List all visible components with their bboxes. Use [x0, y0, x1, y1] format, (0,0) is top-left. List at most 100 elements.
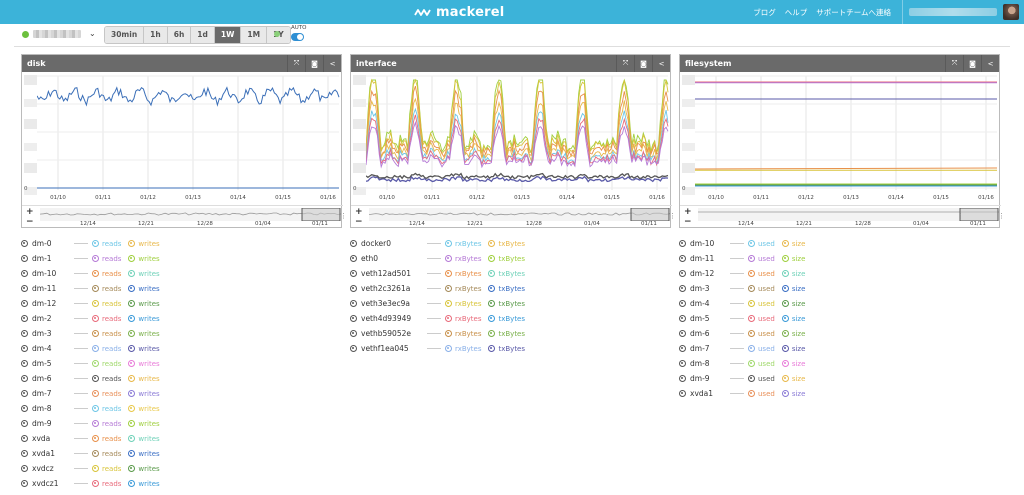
legend-row[interactable]: dm-3 reads writes: [21, 326, 167, 341]
legend-series-toggle[interactable]: reads: [92, 450, 121, 458]
toggle-all-icon[interactable]: [21, 375, 28, 382]
toggle-all-icon[interactable]: [21, 405, 28, 412]
legend-series-toggle[interactable]: writes: [128, 390, 160, 398]
legend-row[interactable]: xvdcz1 reads writes: [21, 476, 167, 491]
toggle-all-icon[interactable]: [21, 345, 28, 352]
legend-series-toggle[interactable]: txBytes: [488, 285, 525, 293]
legend-series-toggle[interactable]: reads: [92, 300, 121, 308]
camera-icon[interactable]: ◙: [963, 55, 981, 72]
toggle-all-icon[interactable]: [679, 255, 686, 262]
legend-series-toggle[interactable]: writes: [128, 405, 160, 413]
legend-series-toggle[interactable]: reads: [92, 315, 121, 323]
nav-blog-link[interactable]: ブログ: [753, 7, 776, 17]
legend-series-toggle[interactable]: used: [748, 330, 775, 338]
range-navigator[interactable]: + − ⋮ ⋮ 12/14 12/21 12/28 01/04 01/11: [22, 205, 347, 229]
range-button-30min[interactable]: 30min: [105, 27, 145, 43]
toggle-all-icon[interactable]: [679, 285, 686, 292]
camera-icon[interactable]: ◙: [634, 55, 652, 72]
avatar[interactable]: [1003, 4, 1019, 20]
host-name-redacted[interactable]: [33, 30, 81, 38]
legend-series-toggle[interactable]: reads: [92, 270, 121, 278]
toggle-all-icon[interactable]: [679, 345, 686, 352]
legend-row[interactable]: veth2c3261a rxBytes txBytes: [350, 281, 532, 296]
legend-series-toggle[interactable]: rxBytes: [445, 345, 481, 353]
legend-series-toggle[interactable]: used: [748, 285, 775, 293]
chart-plot-area[interactable]: [22, 72, 341, 195]
toggle-all-icon[interactable]: [679, 375, 686, 382]
zoom-in-button[interactable]: +: [355, 207, 363, 217]
legend-series-toggle[interactable]: txBytes: [488, 240, 525, 248]
range-button-1h[interactable]: 1h: [144, 27, 168, 43]
toggle-all-icon[interactable]: [21, 300, 28, 307]
legend-row[interactable]: dm-6 used size: [679, 326, 812, 341]
legend-series-toggle[interactable]: rxBytes: [445, 270, 481, 278]
legend-series-toggle[interactable]: reads: [92, 480, 121, 488]
legend-row[interactable]: veth3e3ec9a rxBytes txBytes: [350, 296, 532, 311]
expand-icon[interactable]: ⤧: [616, 55, 634, 72]
legend-row[interactable]: dm-4 used size: [679, 296, 812, 311]
legend-series-toggle[interactable]: reads: [92, 330, 121, 338]
navigator-selection[interactable]: [630, 208, 670, 221]
navigator-selection[interactable]: [959, 208, 999, 221]
legend-series-toggle[interactable]: size: [781, 360, 805, 368]
legend-row[interactable]: veth4d93949 rxBytes txBytes: [350, 311, 532, 326]
toggle-all-icon[interactable]: [21, 360, 28, 367]
toggle-all-icon[interactable]: [21, 330, 28, 337]
legend-row[interactable]: dm-11 reads writes: [21, 281, 167, 296]
legend-series-toggle[interactable]: writes: [128, 315, 160, 323]
legend-row[interactable]: xvda1 reads writes: [21, 446, 167, 461]
legend-row[interactable]: dm-0 reads writes: [21, 236, 167, 251]
legend-series-toggle[interactable]: used: [748, 390, 775, 398]
legend-series-toggle[interactable]: reads: [92, 345, 121, 353]
legend-series-toggle[interactable]: writes: [128, 480, 160, 488]
zoom-out-button[interactable]: −: [684, 217, 692, 227]
legend-row[interactable]: dm-4 reads writes: [21, 341, 167, 356]
camera-icon[interactable]: ◙: [305, 55, 323, 72]
legend-series-toggle[interactable]: size: [781, 240, 805, 248]
navigator-handle-left[interactable]: ⋮: [628, 212, 635, 220]
legend-series-toggle[interactable]: writes: [128, 330, 160, 338]
legend-row[interactable]: veth12ad501 rxBytes txBytes: [350, 266, 532, 281]
legend-row[interactable]: dm-12 reads writes: [21, 296, 167, 311]
legend-series-toggle[interactable]: writes: [128, 270, 160, 278]
legend-series-toggle[interactable]: reads: [92, 390, 121, 398]
navigator-overview[interactable]: [369, 208, 670, 221]
toggle-all-icon[interactable]: [21, 255, 28, 262]
range-navigator[interactable]: + − ⋮ ⋮ 12/14 12/21 12/28 01/04 01/11: [351, 205, 676, 229]
toggle-all-icon[interactable]: [21, 450, 28, 457]
navigator-handle-right[interactable]: ⋮: [998, 212, 1005, 220]
toggle-all-icon[interactable]: [21, 420, 28, 427]
legend-series-toggle[interactable]: used: [748, 300, 775, 308]
legend-series-toggle[interactable]: reads: [92, 255, 121, 263]
toggle-all-icon[interactable]: [21, 435, 28, 442]
navigator-selection[interactable]: [301, 208, 341, 221]
toggle-all-icon[interactable]: [350, 330, 357, 337]
zoom-in-button[interactable]: +: [684, 207, 692, 217]
legend-series-toggle[interactable]: txBytes: [488, 270, 525, 278]
navigator-handle-left[interactable]: ⋮: [957, 212, 964, 220]
legend-series-toggle[interactable]: size: [781, 285, 805, 293]
legend-series-toggle[interactable]: used: [748, 270, 775, 278]
legend-row[interactable]: dm-5 used size: [679, 311, 812, 326]
legend-series-toggle[interactable]: writes: [128, 420, 160, 428]
toggle-all-icon[interactable]: [350, 315, 357, 322]
chart-plot-area[interactable]: [351, 72, 670, 195]
legend-series-toggle[interactable]: size: [781, 390, 805, 398]
legend-series-toggle[interactable]: txBytes: [488, 315, 525, 323]
user-name-redacted[interactable]: [909, 8, 997, 16]
toggle-all-icon[interactable]: [21, 270, 28, 277]
legend-series-toggle[interactable]: writes: [128, 240, 160, 248]
toggle-all-icon[interactable]: [21, 285, 28, 292]
legend-row[interactable]: dm-10 reads writes: [21, 266, 167, 281]
legend-series-toggle[interactable]: writes: [128, 285, 160, 293]
nav-help-link[interactable]: ヘルプ: [784, 7, 808, 17]
legend-series-toggle[interactable]: writes: [128, 375, 160, 383]
legend-series-toggle[interactable]: reads: [92, 435, 121, 443]
legend-series-toggle[interactable]: rxBytes: [445, 285, 481, 293]
toggle-all-icon[interactable]: [21, 480, 28, 487]
toggle-all-icon[interactable]: [679, 330, 686, 337]
legend-series-toggle[interactable]: reads: [92, 420, 121, 428]
legend-row[interactable]: dm-8 reads writes: [21, 401, 167, 416]
zoom-out-button[interactable]: −: [355, 217, 363, 227]
legend-row[interactable]: xvda1 used size: [679, 386, 812, 401]
